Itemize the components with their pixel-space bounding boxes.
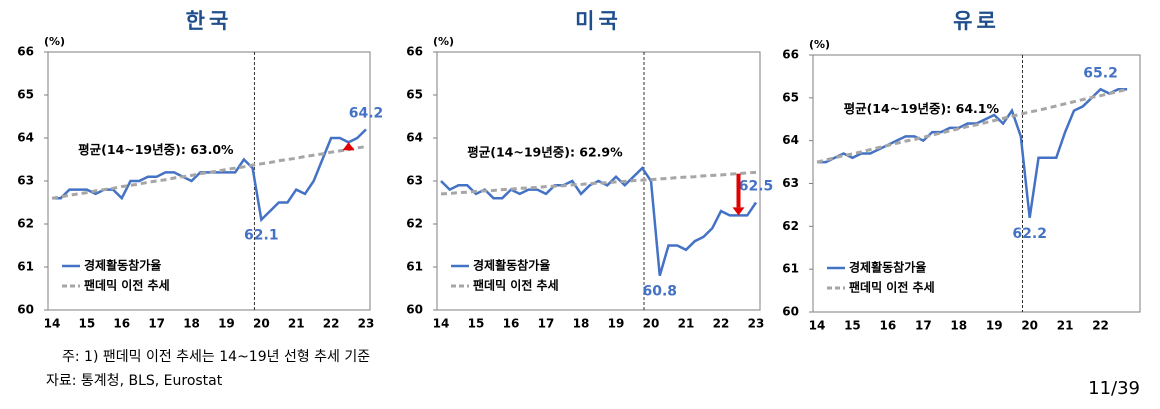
- y-unit: (%): [44, 35, 65, 48]
- y-tick-label: 65: [782, 90, 799, 104]
- chart-title: 한국: [186, 9, 233, 33]
- y-tick-label: 66: [406, 45, 423, 59]
- x-tick-label: 18: [183, 317, 200, 331]
- y-tick-label: 61: [406, 260, 423, 274]
- y-tick-label: 60: [406, 303, 423, 317]
- footnote: 주: 1) 팬데믹 이전 추세는 14~19년 선형 추세 기준: [62, 349, 370, 365]
- average-annotation: 평균(14~19년중): 62.9%: [467, 145, 623, 160]
- value-label: 62.2: [1012, 226, 1047, 242]
- x-tick-label: 14: [809, 319, 826, 333]
- chart-title: 미국: [575, 9, 622, 33]
- x-tick-label: 22: [1092, 319, 1109, 333]
- data-line: [817, 87, 1128, 218]
- y-unit: (%): [809, 38, 830, 51]
- y-tick-label: 61: [17, 260, 34, 274]
- trend-line: [51, 145, 367, 200]
- source: 자료: 통계청, BLS, Eurostat: [46, 373, 223, 389]
- average-annotation: 평균(14~19년중): 63.0%: [78, 142, 234, 157]
- legend-label: 경제활동참가율: [473, 258, 550, 273]
- x-tick-label: 22: [323, 317, 340, 331]
- average-annotation: 평균(14~19년중): 64.1%: [844, 101, 1000, 116]
- x-tick-label: 17: [538, 317, 555, 331]
- x-tick-label: 15: [468, 317, 485, 331]
- y-tick-label: 62: [406, 217, 423, 231]
- x-tick-label: 21: [678, 317, 695, 331]
- y-tick-label: 66: [782, 48, 799, 62]
- x-tick-label: 19: [608, 317, 625, 331]
- x-tick-label: 18: [573, 317, 590, 331]
- y-tick-label: 61: [782, 262, 799, 276]
- chart: 유로 (%) 60 61 62 63 64 65 66 14 15 16 17 18 19 20 21 22 62.…: [782, 9, 1141, 333]
- chart: 한국 (%) 60 61 62 63 64 65 66 14 15 16 17 18 19 20 21 22 23 6…: [17, 9, 383, 331]
- y-tick-label: 65: [406, 88, 423, 102]
- x-tick-label: 15: [844, 319, 861, 333]
- y-tick-label: 64: [406, 131, 423, 145]
- legend-label: 팬데믹 이전 추세: [849, 280, 935, 295]
- data-line: [440, 166, 758, 276]
- value-label: 60.8: [642, 284, 677, 300]
- y-tick-label: 66: [17, 45, 34, 59]
- legend-label: 경제활동참가율: [84, 258, 161, 273]
- x-tick-label: 16: [880, 319, 897, 333]
- gap-arrow-head: [342, 142, 355, 151]
- y-tick-label: 65: [17, 88, 34, 102]
- x-tick-label: 18: [950, 319, 967, 333]
- gap-arrow-head: [732, 207, 745, 216]
- y-tick-label: 64: [782, 133, 799, 147]
- x-tick-label: 22: [713, 317, 730, 331]
- y-tick-label: 62: [782, 219, 799, 233]
- x-tick-label: 19: [218, 317, 235, 331]
- y-tick-label: 60: [782, 305, 799, 319]
- x-tick-label: 16: [503, 317, 520, 331]
- trend-line: [816, 87, 1128, 164]
- legend-label: 팬데믹 이전 추세: [84, 278, 170, 293]
- legend-label: 경제활동참가율: [849, 260, 926, 275]
- y-unit: (%): [433, 35, 454, 48]
- x-tick-label: 20: [1021, 319, 1038, 333]
- x-tick-label: 21: [288, 317, 305, 331]
- value-label: 65.2: [1083, 65, 1118, 81]
- y-tick-label: 62: [17, 217, 34, 231]
- value-label: 62.5: [739, 179, 774, 195]
- x-tick-label: 14: [44, 317, 61, 331]
- trend-line: [440, 170, 757, 196]
- y-tick-label: 63: [406, 174, 423, 188]
- value-label: 62.1: [244, 228, 279, 244]
- x-tick-label: 16: [113, 317, 130, 331]
- value-label: 64.2: [349, 105, 384, 121]
- legend-label: 팬데믹 이전 추세: [473, 278, 559, 293]
- x-tick-label: 17: [915, 319, 932, 333]
- x-tick-label: 21: [1057, 319, 1074, 333]
- x-tick-label: 17: [148, 317, 165, 331]
- y-tick-label: 64: [17, 131, 34, 145]
- x-tick-label: 20: [253, 317, 270, 331]
- y-tick-label: 63: [782, 176, 799, 190]
- y-tick-label: 63: [17, 174, 34, 188]
- page-number: 11/39: [1088, 378, 1140, 399]
- x-tick-label: 14: [433, 317, 450, 331]
- x-tick-label: 19: [986, 319, 1003, 333]
- chart-title: 유로: [953, 9, 1000, 33]
- x-tick-label: 20: [643, 317, 660, 331]
- chart: 미국 (%) 60 61 62 63 64 65 66 14 15 16 17 18 19 20 21 22 23 6…: [406, 9, 773, 331]
- x-tick-label: 15: [79, 317, 96, 331]
- x-tick-label: 23: [748, 317, 765, 331]
- y-tick-label: 60: [17, 303, 34, 317]
- x-tick-label: 23: [358, 317, 375, 331]
